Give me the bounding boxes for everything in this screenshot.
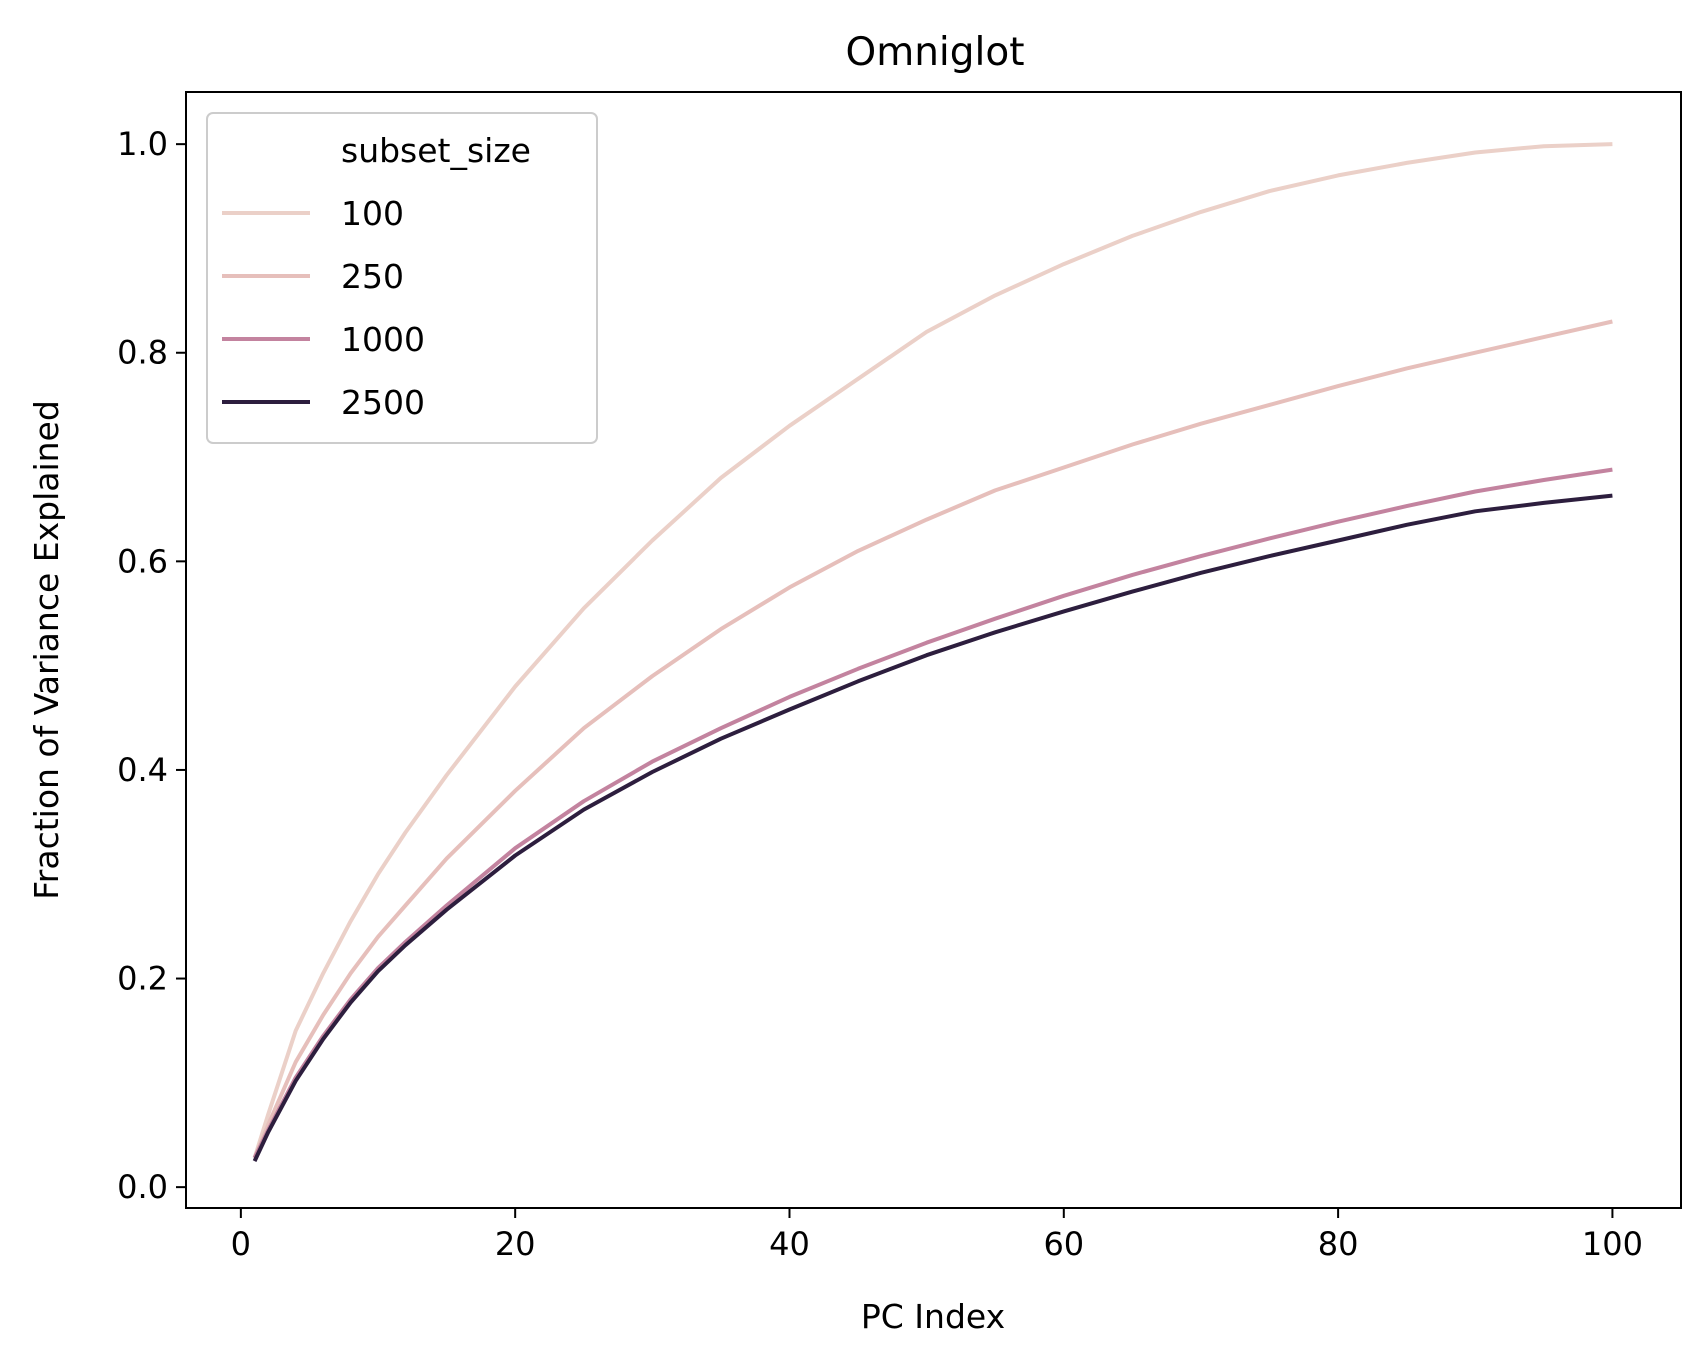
legend-box xyxy=(206,112,598,444)
x-tick-label: 100 xyxy=(1582,1225,1643,1263)
x-tick-label: 40 xyxy=(769,1225,810,1263)
series-line-250 xyxy=(252,319,1613,1159)
legend-title: subset_size xyxy=(341,131,531,170)
x-tick-label: 80 xyxy=(1318,1225,1359,1263)
x-tick-label: 0 xyxy=(231,1225,251,1263)
series-line-2500 xyxy=(252,493,1613,1162)
y-tick-label: 1.0 xyxy=(117,125,168,163)
y-tick-label: 0.8 xyxy=(117,334,168,372)
y-tick-label: 0.2 xyxy=(117,960,168,998)
plot-area-frame xyxy=(185,91,1682,1209)
legend: subset_size 100 250 1000 2500 xyxy=(206,112,598,444)
y-tick-label: 0.4 xyxy=(117,751,168,789)
chart-title: Omniglot xyxy=(846,30,1025,75)
series-line-100 xyxy=(252,142,1613,1159)
series-line-1000 xyxy=(252,467,1613,1159)
x-axis-label: PC Index xyxy=(861,1297,1005,1336)
legend-label-250: 250 xyxy=(341,257,404,296)
legend-label-100: 100 xyxy=(341,194,404,233)
x-tick-label: 20 xyxy=(495,1225,536,1263)
x-tick-label: 60 xyxy=(1043,1225,1084,1263)
x-axis: 0 20 40 60 80 100 xyxy=(231,1208,1643,1263)
legend-label-1000: 1000 xyxy=(341,320,425,359)
legend-label-2500: 2500 xyxy=(341,383,425,422)
y-tick-label: 0.6 xyxy=(117,542,168,580)
series-lines xyxy=(252,142,1613,1162)
y-tick-label: 0.0 xyxy=(117,1168,168,1206)
y-axis: 0.0 0.2 0.4 0.6 0.8 1.0 xyxy=(117,125,186,1206)
y-axis-label: Fraction of Variance Explained xyxy=(27,400,66,900)
